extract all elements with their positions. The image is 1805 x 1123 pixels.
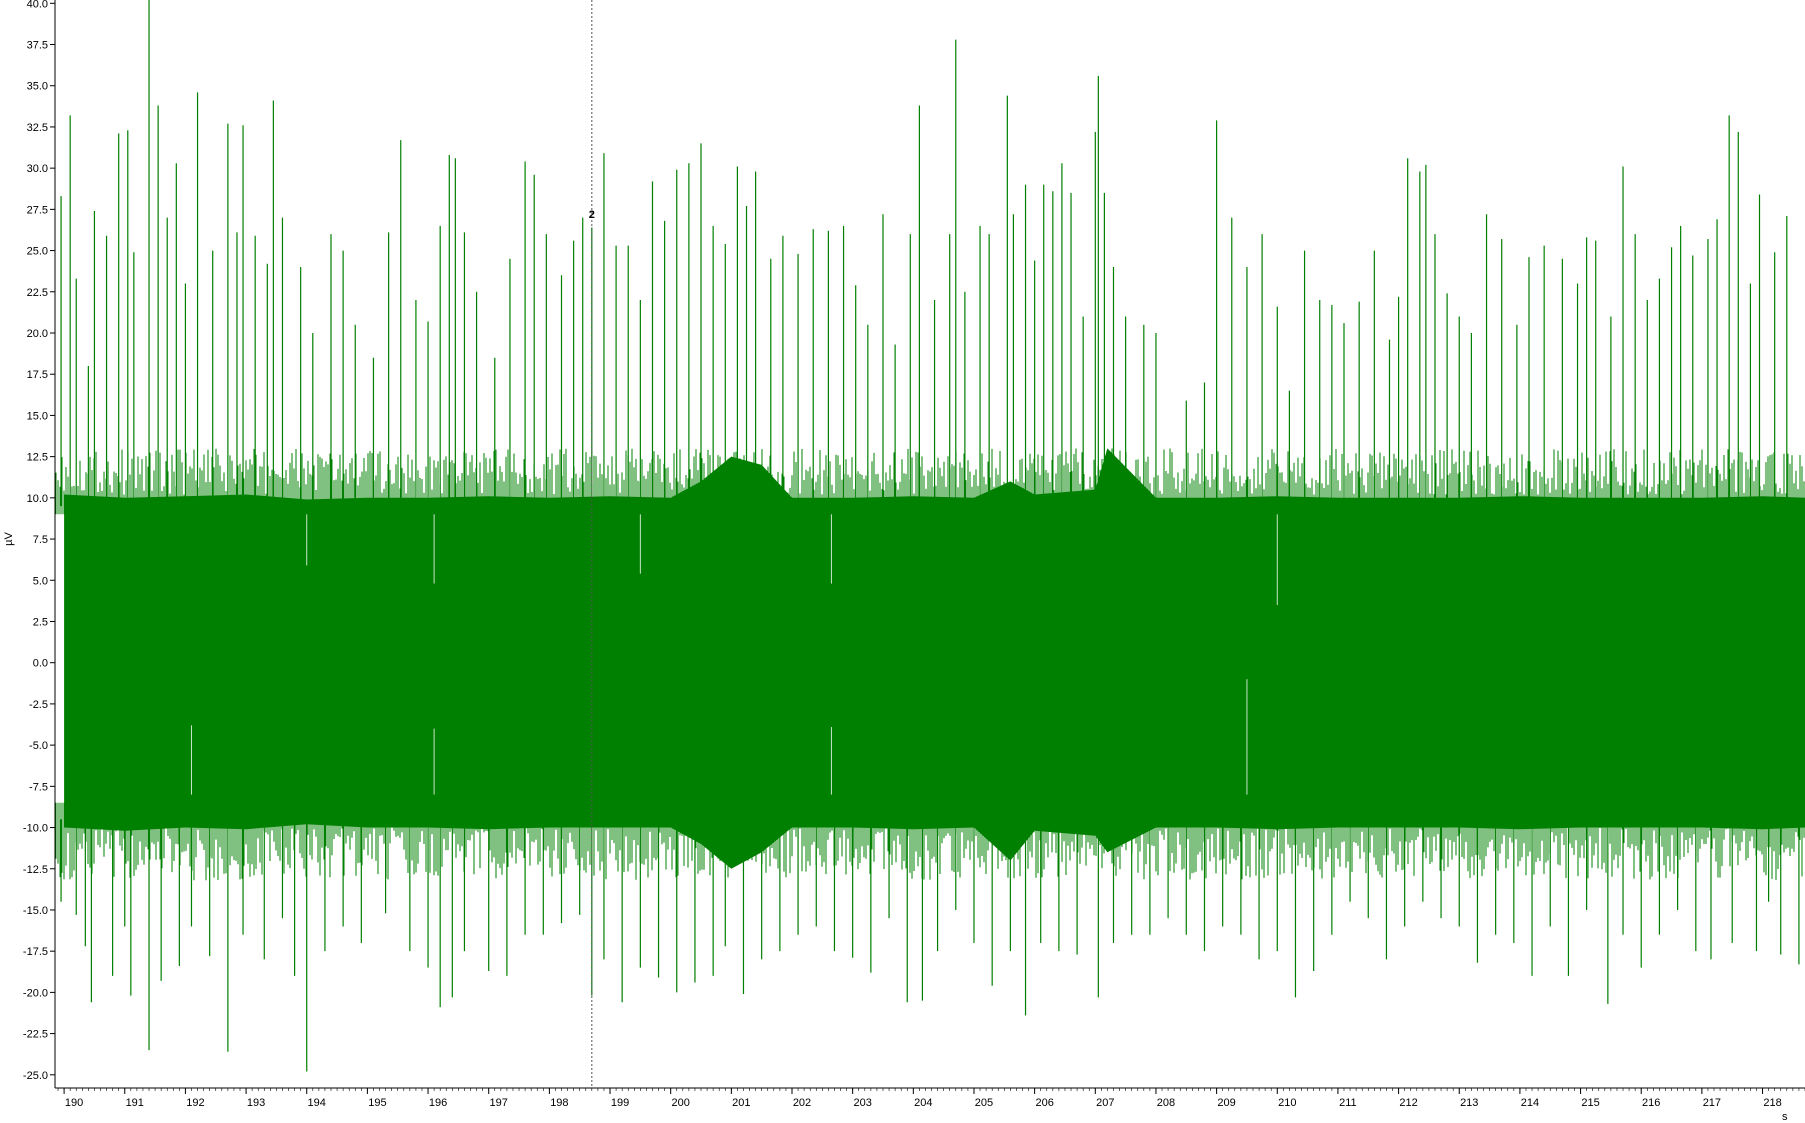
y-tick-label-6: 25.0	[27, 246, 48, 258]
y-tick-label-14: 5.0	[33, 575, 48, 587]
x-tick-label-27: 217	[1703, 1097, 1721, 1109]
x-tick-label-25: 215	[1581, 1097, 1599, 1109]
x-tick-label-14: 204	[914, 1097, 932, 1109]
x-tick-label-12: 202	[793, 1097, 811, 1109]
x-tick-label-24: 214	[1521, 1097, 1539, 1109]
y-tick-label-16: 0.0	[33, 658, 48, 670]
x-tick-label-8: 198	[550, 1097, 568, 1109]
y-tick-label-26: -25.0	[23, 1070, 48, 1082]
x-tick-label-6: 196	[429, 1097, 447, 1109]
x-tick-label-5: 195	[368, 1097, 386, 1109]
x-tick-label-0: 190	[65, 1097, 83, 1109]
y-axis-label: µV	[3, 532, 15, 546]
x-tick-label-9: 199	[611, 1097, 629, 1109]
x-tick-label-10: 200	[672, 1097, 690, 1109]
x-tick-label-11: 201	[732, 1097, 750, 1109]
y-tick-label-23: -17.5	[23, 946, 48, 958]
x-tick-label-16: 206	[1035, 1097, 1053, 1109]
y-tick-label-3: 32.5	[27, 122, 48, 134]
y-tick-label-20: -10.0	[23, 823, 48, 835]
signal-edge-noise	[55, 448, 1805, 881]
x-axis-label: s	[1782, 1111, 1788, 1123]
y-axis: 40.0 37.5 35.0 32.5 30.0 27.5 25.0 22.5 20.0 17.5…	[23, 0, 56, 1088]
y-tick-label-4: 30.0	[27, 163, 48, 175]
x-tick-label-17: 207	[1096, 1097, 1114, 1109]
x-tick-label-4: 194	[308, 1097, 326, 1109]
x-tick-label-28: 218	[1763, 1097, 1781, 1109]
y-tick-label-11: 12.5	[27, 452, 48, 464]
x-tick-label-1: 191	[126, 1097, 144, 1109]
y-tick-label-17: -2.5	[29, 699, 48, 711]
x-tick-label-3: 193	[247, 1097, 265, 1109]
x-tick-label-7: 197	[490, 1097, 508, 1109]
y-tick-label-5: 27.5	[27, 204, 48, 216]
y-tick-label-8: 20.0	[27, 328, 48, 340]
y-tick-label-15: 2.5	[33, 616, 48, 628]
y-tick-label-24: -20.0	[23, 987, 48, 999]
y-tick-label-21: -12.5	[23, 864, 48, 876]
x-tick-label-21: 211	[1339, 1097, 1357, 1109]
x-tick-label-2: 192	[186, 1097, 204, 1109]
x-tick-label-15: 205	[975, 1097, 993, 1109]
y-tick-label-0: 40.0	[27, 0, 48, 10]
signal-trace	[55, 0, 1805, 1072]
y-tick-label-7: 22.5	[27, 287, 48, 299]
x-tick-label-20: 210	[1278, 1097, 1296, 1109]
x-tick-label-22: 212	[1399, 1097, 1417, 1109]
signal-envelope	[64, 448, 1805, 869]
x-tick-label-26: 216	[1642, 1097, 1660, 1109]
y-tick-label-22: -15.0	[23, 905, 48, 917]
y-tick-label-9: 17.5	[27, 369, 48, 381]
y-tick-label-18: -5.0	[29, 740, 48, 752]
y-tick-label-12: 10.0	[27, 493, 48, 505]
y-tick-label-25: -22.5	[23, 1029, 48, 1041]
x-tick-label-13: 203	[853, 1097, 871, 1109]
x-tick-label-18: 208	[1157, 1097, 1175, 1109]
x-tick-label-23: 213	[1460, 1097, 1478, 1109]
y-tick-label-10: 15.0	[27, 410, 48, 422]
cursor-label: 2	[589, 209, 595, 221]
cursor-layer[interactable]: 2	[589, 0, 595, 1088]
y-tick-label-13: 7.5	[33, 534, 48, 546]
y-tick-label-1: 37.5	[27, 40, 48, 52]
y-tick-label-19: -7.5	[29, 781, 48, 793]
y-tick-label-2: 35.0	[27, 81, 48, 93]
x-axis: 190 191 192 193 194 195 196 197 198 199 200 201 202 2…	[55, 1087, 1805, 1109]
x-tick-label-19: 209	[1217, 1097, 1235, 1109]
